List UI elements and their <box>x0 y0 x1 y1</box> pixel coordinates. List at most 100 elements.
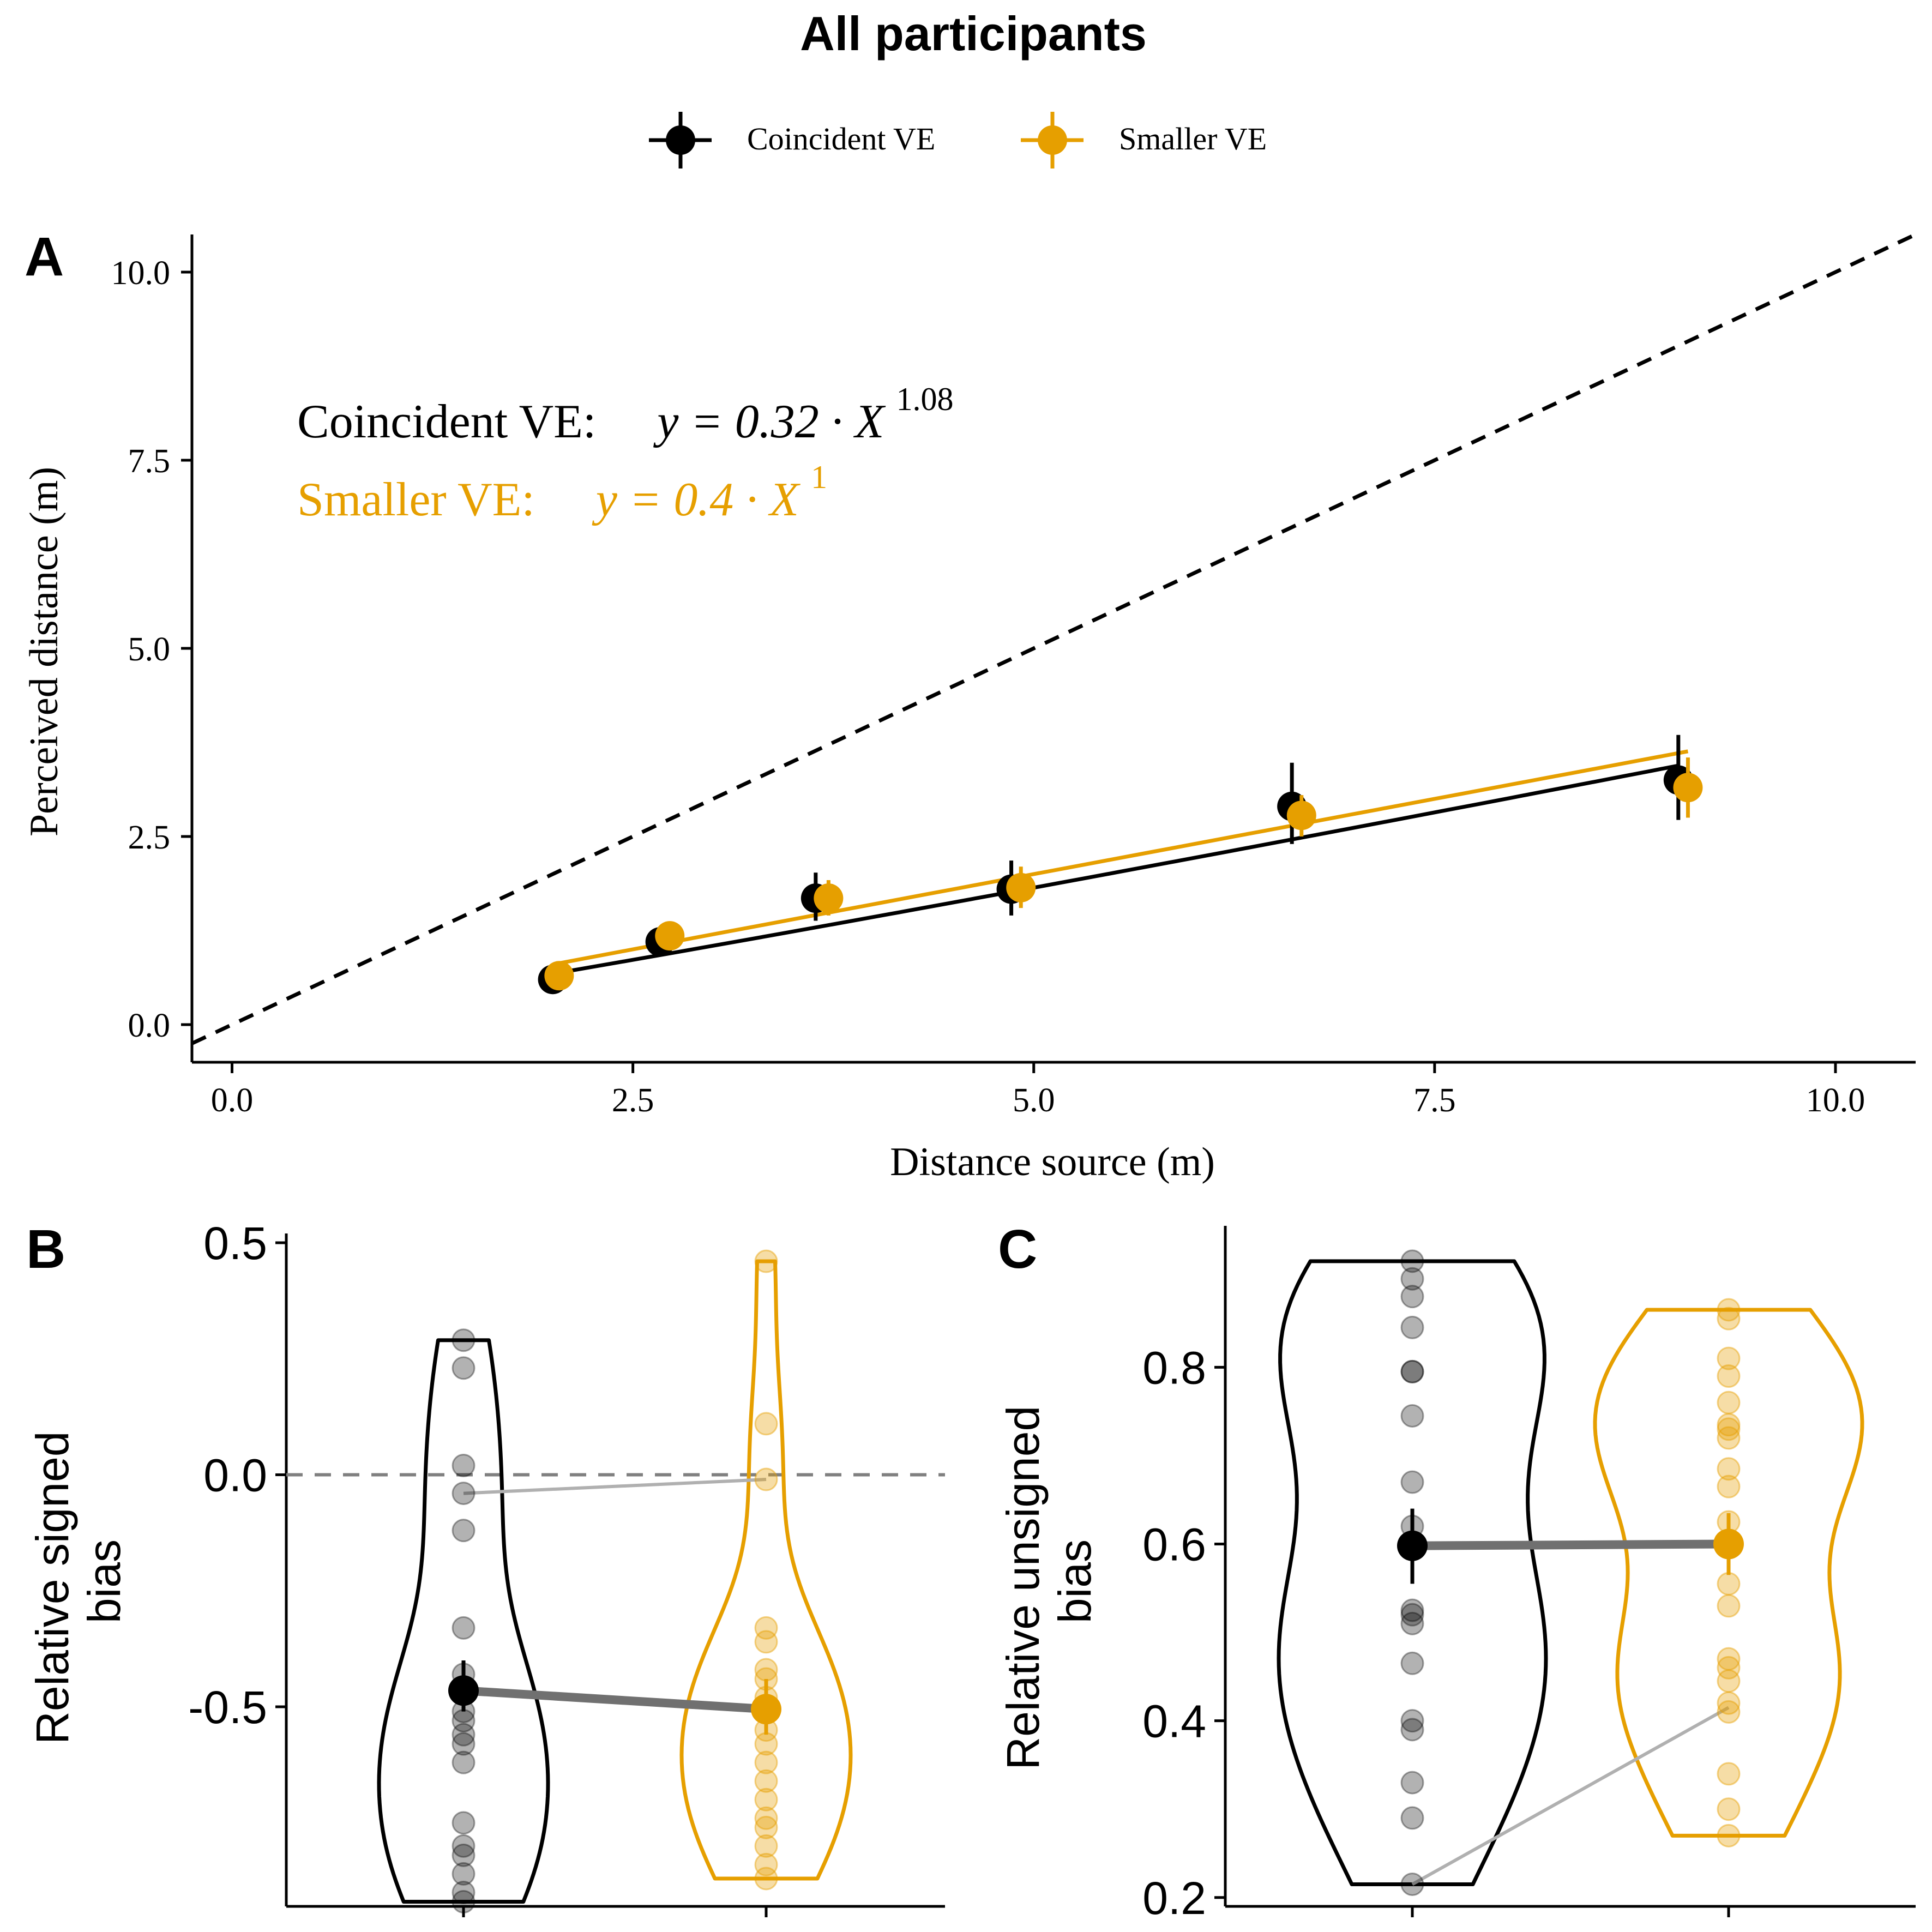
panel-a-x-tick-label: 7.5 <box>1413 1082 1456 1119</box>
panel-c-dot-coincident <box>1400 1806 1424 1830</box>
panel-c-ylabel-line2: bias <box>1049 1539 1100 1623</box>
panel-b-dot-smaller <box>754 1769 778 1793</box>
panel-c-dot-smaller <box>1717 1364 1741 1388</box>
point-smaller <box>1006 872 1036 902</box>
panel-a-y-tick-label: 10.0 <box>111 255 171 292</box>
panel-c-dot-smaller <box>1717 1298 1741 1322</box>
legend: Coincident VE Smaller VE <box>649 112 1267 168</box>
panel-b-dot-smaller <box>754 1467 778 1491</box>
panel-c-ylabel: Relative unsigned bias <box>997 1393 1100 1770</box>
panel-b-dot-coincident <box>452 1454 476 1478</box>
panel-c-violin-coincident <box>1277 1259 1548 1886</box>
panel-a-y-tick-label: 2.5 <box>128 819 171 856</box>
point-smaller <box>1673 773 1703 803</box>
panel-b-dot-smaller <box>754 1249 778 1273</box>
panel-c-dot-smaller <box>1717 1823 1741 1847</box>
panel-c-dot-coincident <box>1400 1470 1424 1494</box>
panel-b-ylabel-line1: Relative signed <box>27 1431 78 1744</box>
panel-b-dot-smaller <box>754 1867 778 1891</box>
panel-c-dot-coincident <box>1400 1611 1424 1635</box>
panel-b-dot-smaller <box>754 1787 778 1811</box>
panel-a-x-tick-label: 0.0 <box>211 1082 254 1119</box>
panel-a-x-tick-label: 5.0 <box>1013 1082 1055 1119</box>
panel-c-dot-smaller <box>1717 1647 1741 1671</box>
annotation-smaller-exponent: 1 <box>811 459 827 495</box>
panel-c-dot-smaller <box>1717 1474 1741 1498</box>
panel-b-dot-smaller <box>754 1616 778 1640</box>
panel-b-ylabel: Relative signed bias <box>27 1418 130 1744</box>
panel-c-dot-coincident <box>1400 1315 1424 1339</box>
panel-c-dot-smaller <box>1717 1656 1741 1680</box>
panel-b-dot-smaller <box>754 1630 778 1654</box>
panel-a-y-tick-label: 5.0 <box>128 631 171 668</box>
panel-a-x-tick-label: 2.5 <box>612 1082 654 1119</box>
panel-a-y-tick-label: 0.0 <box>128 1007 171 1044</box>
panel-c-y-tick-label: 0.6 <box>1142 1519 1206 1570</box>
panel-c-dot-smaller <box>1717 1669 1741 1693</box>
panel-c-dot-smaller <box>1717 1797 1741 1821</box>
annotation-smaller-label: Smaller VE: <box>297 473 535 526</box>
panel-c-dot-coincident <box>1400 1249 1424 1273</box>
annotation-coincident-exponent: 1.08 <box>896 381 954 417</box>
panel-c-y-tick-label: 0.8 <box>1142 1342 1206 1393</box>
panel-c-dot-smaller <box>1717 1700 1741 1724</box>
panel-b-y-tick-label: 0.0 <box>203 1450 267 1501</box>
panel-c-dot-smaller <box>1717 1413 1741 1437</box>
fit-line-coincident <box>552 763 1679 976</box>
point-smaller <box>544 961 574 991</box>
panel-c-dot-coincident <box>1400 1404 1424 1428</box>
panel-b-mean-smaller <box>751 1694 781 1725</box>
annotation-coincident-label: Coincident VE: <box>297 395 596 448</box>
annotation-smaller-formula: y = 0.4 · X <box>592 473 801 526</box>
panel-c-dot-coincident <box>1400 1718 1424 1742</box>
panel-b: Relative signed bias -0.5 0.0 0.5 <box>27 1218 945 1917</box>
panel-b-dot-coincident <box>452 1732 476 1756</box>
panel-b-pair-line <box>463 1478 767 1495</box>
panel-b-dot-coincident <box>452 1843 476 1867</box>
panel-b-dot-coincident <box>452 1811 476 1835</box>
annotation-coincident: Coincident VE: y = 0.32 · X 1.08 <box>297 381 954 448</box>
panel-c-dot-coincident <box>1400 1709 1424 1733</box>
panel-b-dot-coincident <box>452 1723 476 1747</box>
panel-b-dot-smaller <box>754 1412 778 1436</box>
legend-label-coincident: Coincident VE <box>747 121 935 157</box>
panel-b-dot-smaller <box>754 1815 778 1839</box>
panel-c-dot-coincident <box>1400 1359 1424 1383</box>
panel-b-dot-smaller <box>754 1834 778 1858</box>
panel-c-mean-smaller <box>1713 1528 1744 1560</box>
panel-letter-c: C <box>998 1219 1037 1280</box>
panel-a-y-tick-label: 7.5 <box>128 443 171 480</box>
panel-b-dot-coincident <box>452 1862 476 1886</box>
panel-c-dot-smaller <box>1717 1762 1741 1786</box>
panel-b-ylabel-line2: bias <box>79 1539 130 1623</box>
panel-c-dot-smaller <box>1717 1691 1741 1715</box>
panel-b-violin-smaller <box>679 1259 853 1881</box>
panel-c-dot-coincident <box>1400 1872 1424 1896</box>
panel-c-mean-coincident <box>1397 1530 1428 1561</box>
panel-c-dot-smaller <box>1717 1346 1741 1370</box>
panel-a-ylabel: Perceived distance (m) <box>22 467 67 836</box>
panel-c-dot-smaller <box>1717 1572 1741 1596</box>
legend-marker-coincident <box>666 125 695 155</box>
panel-c-dot-smaller <box>1717 1417 1741 1441</box>
panel-c-dot-coincident <box>1400 1771 1424 1795</box>
panel-c-dot-smaller <box>1717 1391 1741 1415</box>
panel-letter-b: B <box>26 1219 65 1280</box>
legend-item-coincident: Coincident VE <box>649 112 935 168</box>
panel-b-y-tick-label: 0.5 <box>203 1218 267 1269</box>
panel-b-dot-coincident <box>452 1616 476 1640</box>
panel-a: Distance source (m) Perceived distance (… <box>22 232 1917 1184</box>
panel-c-dot-coincident <box>1400 1598 1424 1622</box>
panel-b-dot-smaller <box>754 1852 778 1876</box>
figure-title: All participants <box>800 7 1147 61</box>
panel-c-ylabel-line1: Relative unsigned <box>997 1406 1049 1770</box>
panel-b-violin-coincident <box>377 1338 550 1904</box>
legend-label-smaller: Smaller VE <box>1119 121 1267 157</box>
panel-b-y-tick-label: -0.5 <box>188 1682 267 1733</box>
panel-b-mean-coincident <box>448 1675 479 1706</box>
annotation-smaller: Smaller VE: y = 0.4 · X 1 <box>297 459 827 526</box>
point-smaller <box>655 921 685 951</box>
annotation-coincident-formula: y = 0.32 · X <box>653 395 886 448</box>
panel-b-dot-coincident <box>452 1356 476 1380</box>
